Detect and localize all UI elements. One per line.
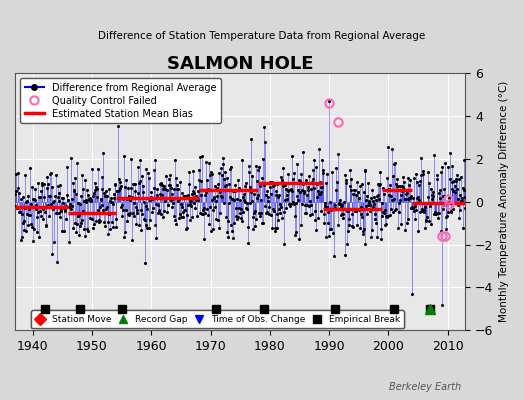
- Title: SALMON HOLE: SALMON HOLE: [167, 55, 313, 73]
- Text: Difference of Station Temperature Data from Regional Average: Difference of Station Temperature Data f…: [99, 31, 425, 41]
- Legend: Station Move, Record Gap, Time of Obs. Change, Empirical Break: Station Move, Record Gap, Time of Obs. C…: [31, 310, 404, 328]
- Text: Berkeley Earth: Berkeley Earth: [389, 382, 461, 392]
- Y-axis label: Monthly Temperature Anomaly Difference (°C): Monthly Temperature Anomaly Difference (…: [499, 81, 509, 322]
